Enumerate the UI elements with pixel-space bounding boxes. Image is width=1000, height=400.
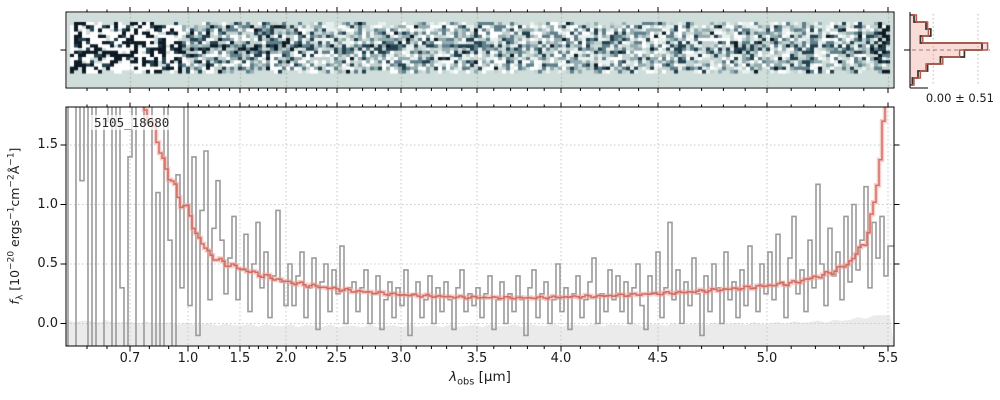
y-axis-label-text: [10 [6,269,22,295]
x-tick-label: 3.0 [390,351,412,366]
y-axis-label-subscript: λ [15,294,26,301]
x-axis-label-unit: [μm] [474,369,511,385]
y-tick-label: 0.5 [37,256,58,271]
spectrum-2d-image [67,13,893,87]
y-axis-label-text: cm [6,187,22,207]
x-tick-label: 5.5 [877,351,899,366]
x-tick-label: 4.0 [550,351,572,366]
x-axis-label-subscript: obs [457,376,475,388]
y-axis-label-text: ergs [6,219,22,251]
x-axis-label-symbol: λ [449,369,458,385]
x-tick-label: 2.0 [275,351,297,366]
y-axis-label-symbol: f [6,300,22,305]
y-tick-label: 1.5 [37,137,58,152]
source-id-label: 5105_18680 [91,115,173,130]
y-axis-label-exp: −1 [6,152,17,166]
x-tick-label: 1.0 [177,351,199,366]
y-axis-label: fλ [10−20 ergs−1cm−2Å−1] [7,148,26,305]
x-tick-label: 1.5 [229,351,251,366]
y-axis-label-exp: −2 [6,174,17,188]
x-tick-label: 2.5 [326,351,348,366]
y-axis-label-exp: −20 [6,250,17,270]
x-tick-label: 0.7 [119,351,141,366]
x-tick-label: 5.0 [756,351,778,366]
y-tick-label: 0.0 [37,315,58,331]
x-tick-label: 4.5 [647,351,669,366]
x-tick-label: 3.5 [466,351,488,366]
y-axis-label-exp: −1 [6,206,17,220]
y-tick-label: 1.0 [37,196,58,212]
y-axis-label-text: ] [6,147,22,153]
y-axis-label-text: Å [6,165,22,175]
x-axis-label: λobs [μm] [400,369,560,388]
hist-stat-label: 0.00 ± 0.51 [925,91,994,105]
